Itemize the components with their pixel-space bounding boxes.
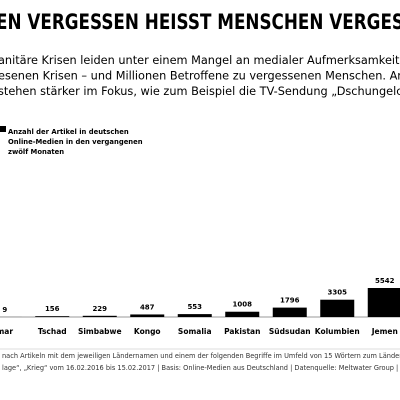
x-tick-label: Simbabwe [78, 327, 122, 336]
value-label: 1796 [280, 297, 300, 305]
value-label: 5542 [375, 277, 395, 285]
legend-swatch [0, 126, 6, 132]
subtitle: esenen Krisen – und Millionen Betroffene… [0, 70, 400, 83]
bar [225, 311, 260, 317]
value-label: 9 [2, 306, 7, 314]
bar [82, 315, 117, 317]
value-label: 3305 [328, 289, 348, 297]
bar [35, 316, 70, 317]
footer-note: lage“, „Krieg“ vom 16.02.2016 bis 15.02.… [2, 364, 400, 372]
x-tick-label: Tschad [38, 327, 67, 336]
value-label: 229 [92, 305, 107, 313]
x-tick-label: Somalia [178, 327, 212, 336]
bar [272, 307, 307, 317]
bar [130, 314, 165, 317]
x-tick-label: Jemen [371, 327, 398, 336]
x-tick-label: mar [0, 327, 13, 336]
bar [320, 299, 355, 317]
legend-label: Online-Medien in den vergangenen [8, 138, 143, 146]
bar [367, 288, 400, 317]
x-tick-label: Pakistan [224, 327, 260, 336]
x-tick-label: Südsudan [269, 327, 311, 336]
subtitle: anitäre Krisen leiden unter einem Mangel… [0, 54, 400, 67]
footer-note: nach Artikeln mit dem jeweiligen Ländern… [2, 352, 400, 360]
value-label: 156 [45, 305, 60, 313]
x-tick-label: Kolumbien [315, 327, 360, 336]
value-label: 1008 [233, 301, 253, 309]
legend-label: Anzahl der Artikel in deutschen [8, 128, 129, 136]
legend-label: zwölf Monaten [8, 148, 64, 156]
value-label: 553 [187, 303, 202, 311]
bar [177, 314, 212, 317]
value-label: 487 [140, 303, 155, 311]
chart-title: EN VERGESSEN HEISST MENSCHEN VERGES [0, 10, 400, 34]
x-tick-label: Kongo [134, 327, 161, 336]
subtitle: stehen stärker im Fokus, wie zum Beispie… [0, 85, 400, 98]
